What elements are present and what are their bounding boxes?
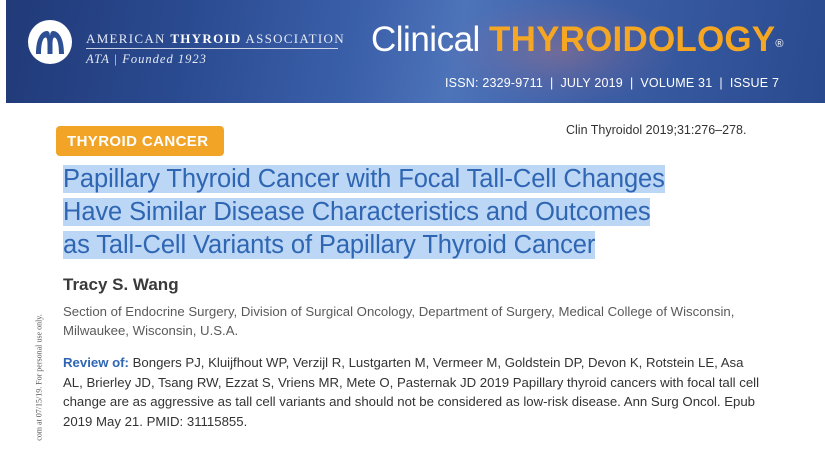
article-title-line[interactable]: as Tall-Cell Variants of Papillary Thyro… [63,231,596,259]
issn: ISSN: 2329-9711 [445,76,543,90]
article-title-line[interactable]: Papillary Thyroid Cancer with Focal Tall… [63,165,665,193]
org-name: AMERICAN THYROID ASSOCIATION [86,31,345,46]
article-title-line[interactable]: Have Similar Disease Characteristics and… [63,198,651,226]
section-badge: THYROID CANCER [56,126,224,156]
banner-background-art [446,0,676,103]
journal-title-part2: THYROIDOLOGY [489,20,776,59]
journal-header-banner: AMERICAN THYROID ASSOCIATION ATA | Found… [6,0,825,103]
section-badge-label: THYROID CANCER [67,133,209,150]
volume: VOLUME 31 [640,76,713,90]
citation: Clin Thyroidol 2019;31:276–278. [566,123,747,137]
journal-title-part1: Clinical [371,20,480,59]
journal-title: Clinical THYROIDOLOGY® [371,20,783,60]
issue-info: ISSN: 2329-9711 | JULY 2019 | VOLUME 31 | ISSU… [445,76,779,90]
org-divider [86,48,338,49]
review-label: Review of: [63,355,129,370]
separator: | [549,76,554,90]
registered-mark: ® [775,38,783,50]
download-watermark: com at 07/15/19. For personal use only. [34,314,44,441]
author-affiliation: Section of Endocrine Surgery, Division o… [63,304,735,338]
article-title[interactable]: Papillary Thyroid Cancer with Focal Tall… [63,163,783,262]
issue-date: JULY 2019 [560,76,623,90]
ata-logo-icon [28,20,72,64]
separator: | [719,76,723,90]
review-reference: Review of: Bongers PJ, Kluijfhout WP, Ve… [63,353,763,431]
org-tagline: ATA | Founded 1923 [86,52,207,66]
author-name: Tracy S. Wang [63,275,179,294]
review-citation: Bongers PJ, Kluijfhout WP, Verzijl R, Lu… [63,355,760,429]
separator: | [629,76,634,90]
issue-number: ISSUE 7 [729,76,780,90]
